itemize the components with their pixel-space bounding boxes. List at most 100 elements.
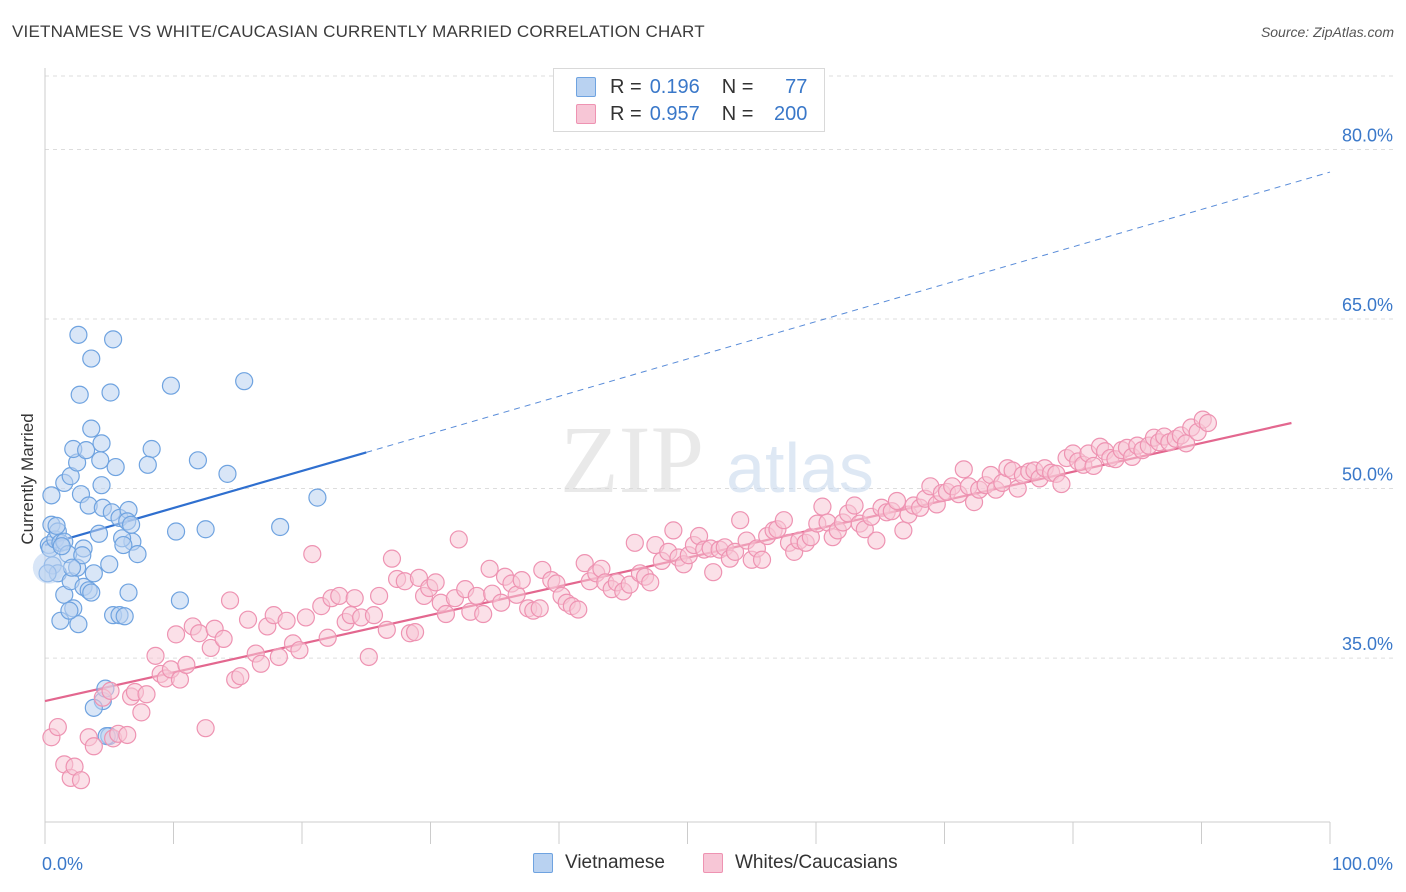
data-point-pink xyxy=(845,496,864,515)
bottom-legend-label: Vietnamese xyxy=(565,852,665,873)
data-point-blue xyxy=(235,372,254,391)
data-point-pink xyxy=(474,604,493,624)
data-point-pink xyxy=(177,655,196,674)
data-point-pink xyxy=(118,725,137,745)
data-point-pink xyxy=(530,599,549,618)
data-point-pink xyxy=(575,554,594,573)
data-point-blue xyxy=(73,546,92,565)
data-point-blue xyxy=(196,520,215,539)
data-point-blue xyxy=(106,457,125,477)
data-point-pink xyxy=(190,624,209,643)
chart-title: VIETNAMESE VS WHITE/CAUCASIAN CURRENTLY … xyxy=(12,22,705,41)
data-point-pink xyxy=(480,559,499,578)
data-point-pink xyxy=(620,575,639,594)
data-point-pink xyxy=(318,628,337,647)
data-point-blue xyxy=(115,607,134,626)
legend-n-value: 77 xyxy=(785,75,808,98)
legend-n-value: 200 xyxy=(774,102,808,125)
data-point-pink xyxy=(731,511,750,530)
data-point-pink xyxy=(370,586,389,606)
data-point-pink xyxy=(492,593,511,612)
data-point-pink xyxy=(1198,413,1218,433)
bottom-legend-swatch-blue xyxy=(533,853,553,873)
data-point-blue xyxy=(271,517,290,537)
data-points xyxy=(32,325,1218,790)
data-point-blue xyxy=(69,615,88,634)
watermark: ZIP atlas xyxy=(560,406,874,513)
y-tick-label: 65.0% xyxy=(1342,295,1393,315)
data-point-pink xyxy=(426,573,445,592)
source-note: Source: ZipAtlas.com xyxy=(1260,24,1394,40)
data-point-blue xyxy=(161,376,181,395)
legend-r-value: 0.196 xyxy=(649,75,700,98)
bottom-legend-swatch-pink xyxy=(703,853,723,873)
data-point-blue xyxy=(91,451,110,470)
data-point-pink xyxy=(290,641,309,660)
data-point-cluster xyxy=(32,551,65,584)
data-point-pink xyxy=(664,521,683,540)
x-tick-label: 0.0% xyxy=(42,854,83,874)
watermark-atlas: atlas xyxy=(726,429,874,507)
watermark-zip: ZIP xyxy=(560,406,704,513)
data-point-pink xyxy=(220,591,240,610)
data-point-pink xyxy=(377,620,396,639)
data-point-blue xyxy=(92,476,111,495)
data-point-pink xyxy=(359,647,378,667)
data-point-blue xyxy=(104,330,123,349)
data-point-pink xyxy=(166,625,186,644)
y-tick-label: 80.0% xyxy=(1342,125,1393,145)
data-point-pink xyxy=(238,610,258,629)
y-tick-label: 35.0% xyxy=(1342,634,1393,654)
data-point-blue xyxy=(84,564,103,583)
data-point-blue xyxy=(308,488,327,507)
axes xyxy=(44,68,1331,844)
data-point-blue xyxy=(82,583,101,602)
data-point-pink xyxy=(512,571,531,590)
data-point-pink xyxy=(752,550,772,569)
bottom-legend-whites: Whites/Caucasians xyxy=(703,852,898,874)
data-point-blue xyxy=(60,601,79,620)
data-point-pink xyxy=(1084,456,1103,476)
data-point-pink xyxy=(867,531,886,550)
trend-line-vietnamese-extension xyxy=(366,171,1331,453)
data-point-pink xyxy=(704,563,723,582)
data-point-pink xyxy=(405,623,425,642)
data-point-blue xyxy=(142,439,161,459)
legend-r-label: R = xyxy=(610,75,642,98)
legend-row-vietnamese: R = 0.196 N = 77 xyxy=(576,74,807,100)
legend-swatch-blue xyxy=(576,77,596,97)
data-point-blue xyxy=(42,486,61,505)
data-point-pink xyxy=(625,533,644,552)
data-point-pink xyxy=(641,573,660,592)
data-point-blue xyxy=(82,349,101,368)
data-point-pink xyxy=(774,511,793,530)
data-point-pink xyxy=(137,685,156,704)
data-point-pink xyxy=(132,703,151,722)
data-point-pink xyxy=(725,542,745,561)
data-point-blue xyxy=(69,325,88,344)
data-point-blue xyxy=(101,383,120,402)
data-point-blue xyxy=(121,515,141,534)
data-point-pink xyxy=(214,629,233,648)
legend-n-label: N = xyxy=(721,102,754,125)
data-point-pink xyxy=(345,589,364,608)
data-point-blue xyxy=(166,522,186,541)
y-axis-label: Currently Married xyxy=(18,413,37,544)
data-point-blue xyxy=(92,434,111,453)
data-point-pink xyxy=(269,647,288,667)
data-point-pink xyxy=(48,717,67,737)
data-point-pink xyxy=(71,771,91,790)
bottom-legend-label: Whites/Caucasians xyxy=(735,852,898,873)
data-point-pink xyxy=(251,654,270,673)
data-point-blue xyxy=(62,558,82,577)
data-point-pink xyxy=(101,681,120,700)
legend-r-label: R = xyxy=(610,102,642,125)
data-point-blue xyxy=(170,591,190,610)
data-point-pink xyxy=(277,611,296,630)
data-point-blue xyxy=(128,545,147,564)
data-point-pink xyxy=(303,545,322,564)
legend-box: R = 0.196 N = 77 R = 0.957 N = 200 xyxy=(553,68,825,132)
data-point-pink xyxy=(887,491,907,511)
data-point-pink xyxy=(449,530,468,549)
